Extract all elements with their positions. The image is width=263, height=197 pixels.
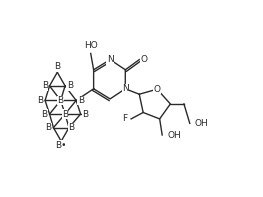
- Text: N: N: [122, 84, 129, 93]
- Text: B: B: [67, 81, 73, 90]
- Text: B: B: [78, 96, 84, 105]
- Text: B: B: [62, 110, 68, 119]
- Text: B: B: [45, 123, 51, 132]
- Text: F: F: [123, 114, 128, 123]
- Text: B: B: [82, 110, 88, 119]
- Text: HO: HO: [84, 41, 98, 50]
- Text: B: B: [58, 96, 64, 105]
- Text: OH: OH: [195, 119, 208, 128]
- Text: OH: OH: [167, 131, 181, 139]
- Text: O: O: [140, 55, 147, 64]
- Text: B: B: [41, 110, 47, 119]
- Text: O: O: [154, 85, 161, 94]
- Text: N: N: [107, 55, 114, 64]
- Text: B: B: [42, 81, 48, 90]
- Text: B: B: [69, 123, 75, 132]
- Text: B: B: [54, 62, 60, 71]
- Text: B: B: [37, 96, 43, 105]
- Text: B•: B•: [55, 141, 67, 150]
